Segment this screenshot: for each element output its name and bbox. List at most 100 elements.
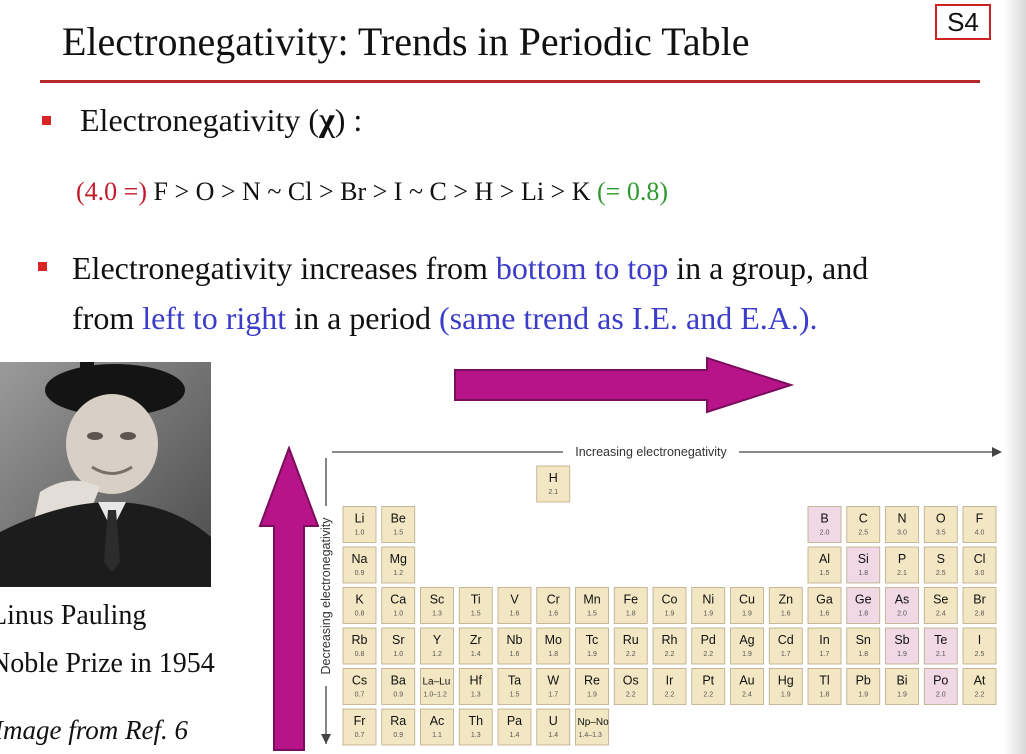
page-edge-shadow	[1004, 0, 1026, 754]
element-electronegativity: 1.5	[471, 611, 481, 618]
element-cell-box	[923, 627, 958, 665]
element-electronegativity: 2.5	[858, 530, 868, 537]
element-cell-box	[342, 668, 377, 705]
element-cell-box	[885, 546, 919, 584]
element-cell-zn: Zn 1.6	[768, 587, 803, 624]
element-electronegativity: 1.4	[548, 732, 558, 739]
y-axis-label: Decreasing electronegativity	[319, 517, 333, 675]
element-symbol: Sr	[392, 633, 405, 647]
element-cell-box	[420, 708, 454, 746]
element-cell-al: Al 1.5	[807, 546, 842, 584]
element-cell-box	[381, 506, 416, 543]
element-symbol: Re	[584, 674, 600, 688]
element-symbol: As	[895, 593, 910, 607]
element-symbol: Rb	[352, 633, 368, 647]
element-cell-sc: Sc 1.3	[420, 587, 454, 624]
element-symbol: Mo	[545, 633, 562, 647]
element-symbol: O	[936, 512, 946, 526]
element-electronegativity: 2.5	[936, 570, 946, 577]
element-electronegativity: 0.9	[393, 692, 403, 699]
element-cell-sn: Sn 1.8	[846, 627, 881, 665]
element-cell-box	[381, 708, 416, 746]
element-symbol: U	[549, 714, 558, 728]
element-electronegativity: 1.2	[432, 651, 442, 658]
element-cell-box	[381, 668, 416, 705]
element-electronegativity: 1.6	[510, 611, 520, 618]
series-start: (4.0 =)	[76, 177, 147, 206]
element-symbol: Te	[934, 633, 947, 647]
element-symbol: H	[549, 471, 558, 485]
element-cell-la–lu: La–Lu 1.0–1.2	[420, 668, 454, 705]
element-electronegativity: 1.4	[471, 651, 481, 658]
element-electronegativity: 1.4	[510, 732, 520, 739]
element-electronegativity: 2.2	[626, 651, 636, 658]
series-sequence: F > O > N ~ Cl > Br > I ~ C > H > Li > K	[146, 177, 597, 206]
element-cell-rh: Rh 2.2	[652, 627, 687, 665]
element-cell-au: Au 2.4	[730, 668, 764, 705]
element-cell-box	[536, 587, 571, 624]
trend-text-2: in a group, and	[668, 250, 869, 286]
element-cell-hg: Hg 1.9	[768, 668, 803, 705]
portrait-caption-source: Image from Ref. 6	[0, 715, 188, 745]
element-cell-c: C 2.5	[846, 506, 881, 543]
element-cell-box	[885, 506, 919, 543]
element-symbol: Co	[662, 593, 678, 607]
element-electronegativity: 2.0	[897, 611, 907, 618]
element-cell-box	[807, 546, 842, 584]
element-cell-f: F 4.0	[962, 506, 997, 543]
element-cell-box	[962, 668, 997, 705]
element-symbol: Ti	[471, 593, 481, 607]
element-electronegativity: 0.7	[355, 732, 365, 739]
element-cell-box	[962, 627, 997, 665]
element-symbol: Ge	[855, 593, 872, 607]
element-electronegativity: 1.9	[897, 651, 907, 658]
element-electronegativity: 1.6	[510, 651, 520, 658]
element-symbol: Cr	[547, 593, 560, 607]
element-electronegativity: 0.7	[355, 692, 365, 699]
element-electronegativity: 1.5	[820, 570, 830, 577]
element-cell-br: Br 2.8	[962, 587, 997, 624]
element-cell-box	[885, 668, 919, 705]
element-symbol: Be	[391, 512, 406, 526]
element-cell-box	[730, 627, 764, 665]
element-cell-be: Be 1.5	[381, 506, 416, 543]
element-symbol: Cd	[778, 633, 794, 647]
element-cell-ni: Ni 1.9	[691, 587, 726, 624]
element-symbol: Mn	[583, 593, 600, 607]
element-cell-i: I 2.5	[962, 627, 997, 665]
element-cell-h: H 2.1	[536, 465, 571, 503]
element-cell-box	[962, 506, 997, 543]
element-electronegativity: 0.8	[355, 651, 365, 658]
element-electronegativity: 1.9	[703, 611, 713, 618]
element-cell-box	[730, 668, 764, 705]
element-electronegativity: 2.1	[548, 489, 558, 496]
element-cell-box	[575, 668, 609, 705]
element-cell-box	[536, 627, 571, 665]
element-symbol: Si	[858, 552, 869, 566]
element-symbol: Zn	[778, 593, 793, 607]
element-symbol: Ru	[623, 633, 639, 647]
element-cell-bi: Bi 1.9	[885, 668, 919, 705]
element-cell-mg: Mg 1.2	[381, 546, 416, 584]
element-cell-box	[497, 627, 532, 665]
element-electronegativity: 1.8	[858, 570, 868, 577]
element-symbol: Hf	[470, 674, 483, 688]
element-electronegativity: 1.7	[781, 651, 791, 658]
element-symbol: Bi	[896, 674, 907, 688]
element-cell-ca: Ca 1.0	[381, 587, 416, 624]
element-symbol: Se	[933, 593, 948, 607]
element-electronegativity: 1.6	[548, 611, 558, 618]
left-to-right-arrow-icon	[454, 356, 795, 414]
element-cell-box	[536, 708, 571, 746]
element-electronegativity: 1.8	[820, 692, 830, 699]
element-cell-rb: Rb 0.8	[342, 627, 377, 665]
element-cell-box	[458, 627, 493, 665]
element-cell-ir: Ir 2.2	[652, 668, 687, 705]
element-cell-th: Th 1.3	[458, 708, 493, 746]
element-symbol: Hg	[778, 674, 794, 688]
element-cell-po: Po 2.0	[923, 668, 958, 705]
chi-symbol: χ	[319, 102, 335, 139]
element-cell-mo: Mo 1.8	[536, 627, 571, 665]
element-symbol: Br	[973, 593, 986, 607]
element-electronegativity: 1.3	[471, 732, 481, 739]
